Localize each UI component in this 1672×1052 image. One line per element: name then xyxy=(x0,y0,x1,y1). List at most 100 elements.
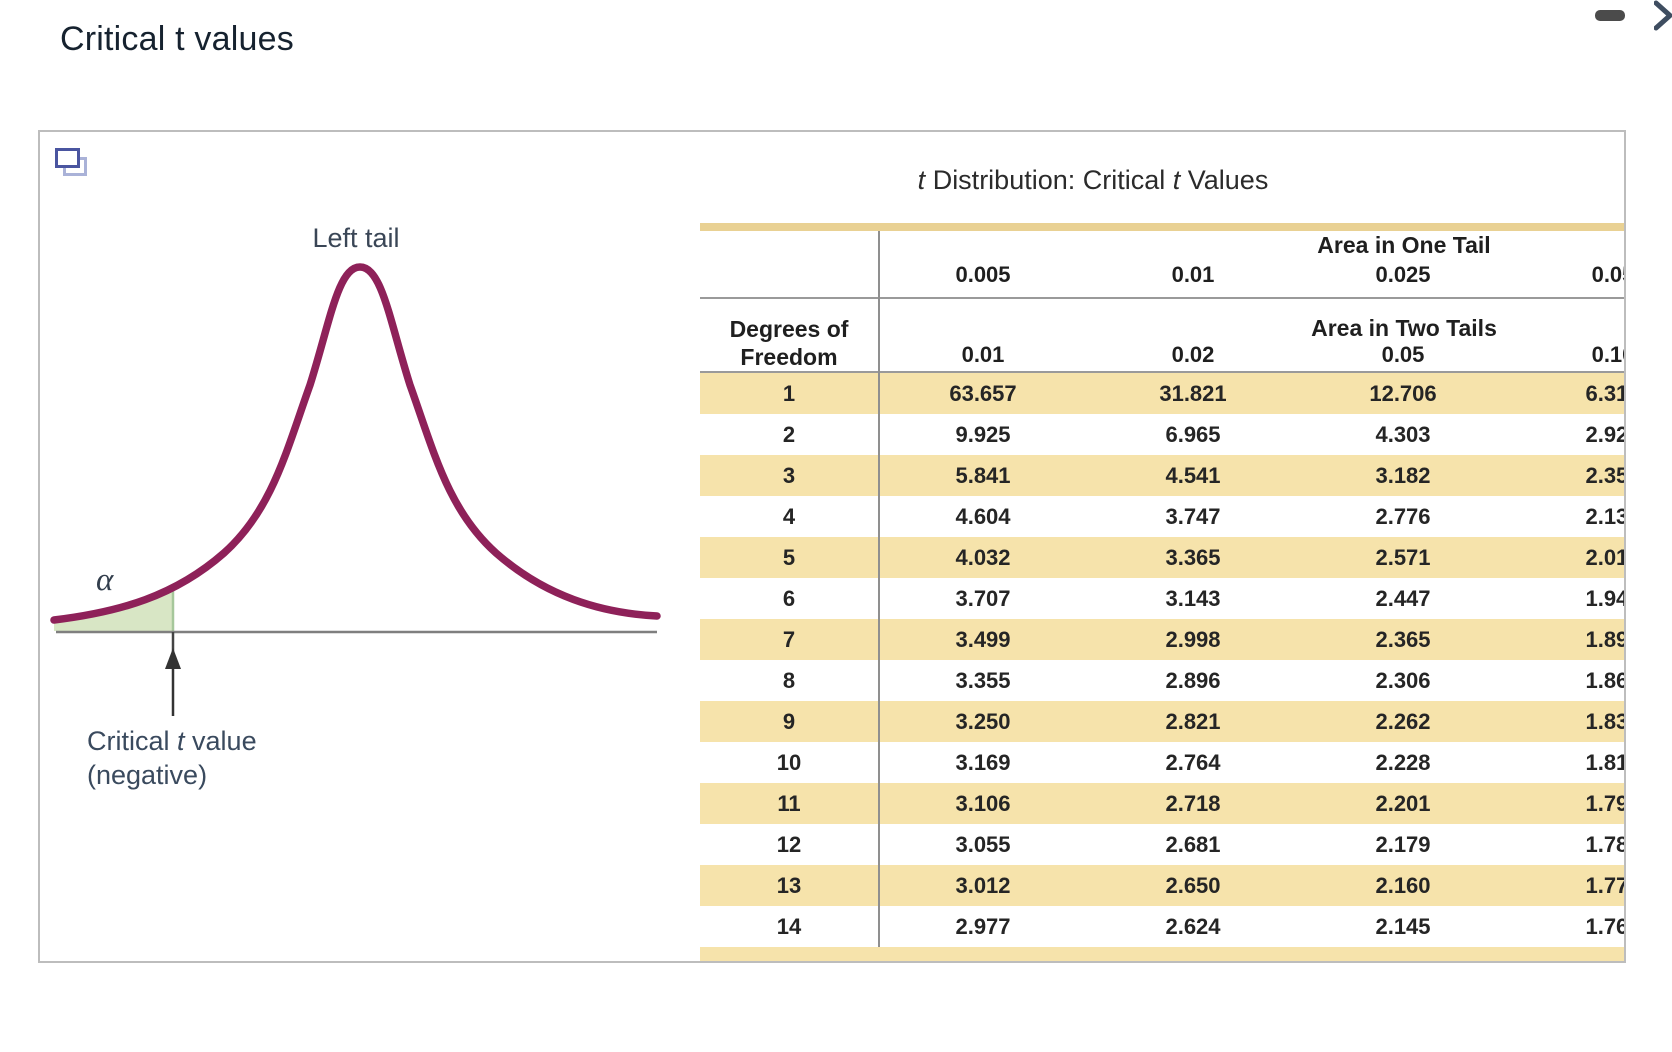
table-row: 1 63.657 31.821 12.706 6.314 xyxy=(700,373,1624,414)
two-tail-header: Area in Two Tails xyxy=(1311,315,1497,341)
t-value-cell: 9.925 xyxy=(955,422,1011,447)
two-tail-value: 0.02 xyxy=(1171,342,1215,367)
t-value-cell: 2.179 xyxy=(1375,832,1431,857)
t-value-cell: 3.106 xyxy=(955,791,1011,816)
t-value-cell: 2.718 xyxy=(1165,791,1221,816)
t-value-cell: 4.541 xyxy=(1165,463,1221,488)
table-row: 13 3.012 2.650 2.160 1.771 xyxy=(700,865,1624,906)
table-row: 9 3.250 2.821 2.262 1.833 xyxy=(700,701,1624,742)
t-value-cell: 2.160 xyxy=(1375,873,1431,898)
one-tail-value: 0.05 xyxy=(1591,262,1624,287)
table-row: 12 3.055 2.681 2.179 1.782 xyxy=(700,824,1624,865)
tool-panel: Left tail α Critical t value (negative) … xyxy=(38,130,1626,963)
t-value-cell: 2.201 xyxy=(1375,791,1431,816)
t-value-cell: 2.132 xyxy=(1585,504,1624,529)
t-value-cell: 2.977 xyxy=(955,914,1011,939)
page-title: Critical t values xyxy=(60,20,294,58)
t-value-cell: 2.571 xyxy=(1375,545,1431,570)
t-value-cell: 2.353 xyxy=(1585,463,1624,488)
t-value-cell: 3.355 xyxy=(955,668,1011,693)
partial-next-row xyxy=(700,947,1624,961)
t-value-cell: 3.055 xyxy=(955,832,1011,857)
table-row: 10 3.169 2.764 2.228 1.812 xyxy=(700,742,1624,783)
table-row: 3 5.841 4.541 3.182 2.353 xyxy=(700,455,1624,496)
table-title-italic-t2: t xyxy=(1172,165,1181,195)
df-cell: 12 xyxy=(776,832,802,857)
df-cell: 10 xyxy=(776,750,802,775)
df-cell: 7 xyxy=(782,627,796,652)
t-value-cell: 2.228 xyxy=(1375,750,1431,775)
df-cell: 8 xyxy=(782,668,796,693)
t-value-cell: 3.747 xyxy=(1165,504,1221,529)
t-value-cell: 3.365 xyxy=(1165,545,1221,570)
two-tail-value: 0.10 xyxy=(1591,342,1624,367)
t-value-cell: 2.624 xyxy=(1165,914,1221,939)
t-distribution-curve-figure xyxy=(50,263,661,716)
critical-t-table-body: 1 63.657 31.821 12.706 6.314 2 9.925 6.9… xyxy=(700,373,1624,947)
df-cell: 3 xyxy=(782,463,796,488)
one-tail-value: 0.025 xyxy=(1375,262,1431,287)
t-value-cell: 1.812 xyxy=(1585,750,1624,775)
t-value-cell: 4.604 xyxy=(955,504,1011,529)
t-value-cell: 1.771 xyxy=(1585,873,1624,898)
t-value-cell: 3.250 xyxy=(955,709,1011,734)
table-row: 5 4.032 3.365 2.571 2.015 xyxy=(700,537,1624,578)
t-value-cell: 4.032 xyxy=(955,545,1011,570)
t-value-cell: 3.182 xyxy=(1375,463,1431,488)
one-tail-values-row: 0.005 0.01 0.025 0.05 xyxy=(878,261,1624,289)
table-title-italic-t1: t xyxy=(917,165,926,195)
t-value-cell: 1.860 xyxy=(1585,668,1624,693)
df-header: Degrees of Freedom xyxy=(700,315,878,371)
t-value-cell: 2.896 xyxy=(1165,668,1221,693)
t-value-cell: 5.841 xyxy=(955,463,1011,488)
t-value-cell: 3.707 xyxy=(955,586,1011,611)
df-cell: 14 xyxy=(776,914,802,939)
table-row: 8 3.355 2.896 2.306 1.860 xyxy=(700,660,1624,701)
df-cell: 2 xyxy=(782,422,796,447)
t-value-cell: 1.796 xyxy=(1585,791,1624,816)
one-tail-header: Area in One Tail xyxy=(1317,232,1491,258)
table-title: t Distribution: Critical t Values xyxy=(918,165,1269,196)
critical-value-label: Critical t value (negative) xyxy=(87,724,257,792)
t-value-cell: 3.499 xyxy=(955,627,1011,652)
critical-value-label-part2: value xyxy=(184,726,257,756)
df-cell: 6 xyxy=(782,586,796,611)
critical-value-label-line2: (negative) xyxy=(87,760,208,790)
column-divider xyxy=(878,231,880,947)
t-value-cell: 3.143 xyxy=(1165,586,1221,611)
two-tail-value: 0.01 xyxy=(961,342,1005,367)
t-value-cell: 2.920 xyxy=(1585,422,1624,447)
t-value-cell: 2.262 xyxy=(1375,709,1431,734)
t-value-cell: 1.833 xyxy=(1585,709,1624,734)
t-value-cell: 2.306 xyxy=(1375,668,1431,693)
t-value-cell: 2.365 xyxy=(1375,627,1431,652)
df-cell: 9 xyxy=(782,709,796,734)
t-value-cell: 2.681 xyxy=(1165,832,1221,857)
left-tail-label: Left tail xyxy=(312,223,400,253)
t-value-cell: 6.965 xyxy=(1165,422,1221,447)
alpha-label: α xyxy=(96,562,114,598)
minus-icon[interactable] xyxy=(1595,10,1625,21)
table-row: 7 3.499 2.998 2.365 1.895 xyxy=(700,619,1624,660)
header-divider-bottom xyxy=(700,371,1624,373)
df-header-line1: Degrees of xyxy=(729,316,849,342)
table-row: 4 4.604 3.747 2.776 2.132 xyxy=(700,496,1624,537)
t-value-cell: 1.943 xyxy=(1585,586,1624,611)
critical-value-label-part1: Critical xyxy=(87,726,178,756)
table-title-end: Values xyxy=(1180,165,1269,195)
t-value-cell: 4.303 xyxy=(1375,422,1431,447)
t-value-cell: 3.012 xyxy=(955,873,1011,898)
t-value-cell: 2.015 xyxy=(1585,545,1624,570)
t-value-cell: 31.821 xyxy=(1159,381,1227,406)
bell-curve xyxy=(50,263,661,624)
t-value-cell: 3.169 xyxy=(955,750,1011,775)
chevron-right-icon[interactable] xyxy=(1654,0,1672,32)
t-value-cell: 2.776 xyxy=(1375,504,1431,529)
two-tail-value: 0.05 xyxy=(1381,342,1425,367)
one-tail-value: 0.005 xyxy=(955,262,1011,287)
t-value-cell: 6.314 xyxy=(1585,381,1624,406)
df-cell: 1 xyxy=(782,381,796,406)
df-cell: 5 xyxy=(782,545,796,570)
popout-icon[interactable] xyxy=(55,148,87,176)
t-value-cell: 2.145 xyxy=(1375,914,1431,939)
